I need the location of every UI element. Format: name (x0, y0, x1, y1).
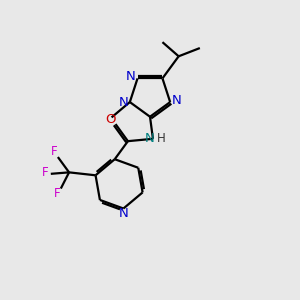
Text: O: O (105, 113, 116, 126)
Text: H: H (157, 132, 166, 145)
Text: F: F (51, 145, 58, 158)
Text: N: N (118, 96, 128, 109)
Text: N: N (172, 94, 182, 107)
Text: N: N (145, 132, 154, 145)
Text: N: N (126, 70, 136, 83)
Text: F: F (54, 188, 61, 200)
Text: N: N (118, 207, 128, 220)
Text: F: F (42, 166, 48, 179)
